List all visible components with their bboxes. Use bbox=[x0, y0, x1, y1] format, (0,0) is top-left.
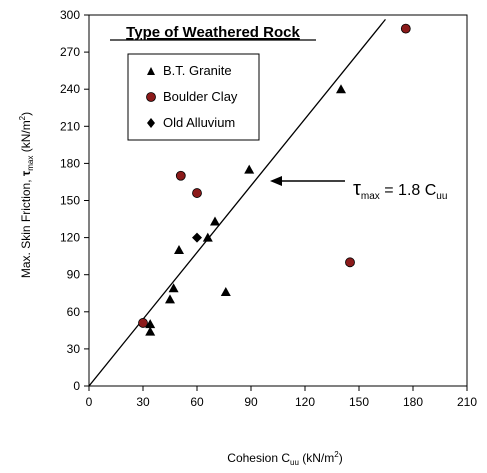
y-tick-label: 150 bbox=[60, 194, 80, 208]
y-axis-label-unit-sup: 2 bbox=[18, 115, 27, 120]
legend-diamond-icon bbox=[147, 118, 155, 128]
point-bt-granite bbox=[174, 244, 184, 254]
y-tick-label: 90 bbox=[67, 268, 81, 282]
x-tick-label: 30 bbox=[136, 395, 150, 409]
y-tick-label: 300 bbox=[60, 8, 80, 22]
point-boulder-clay bbox=[138, 318, 148, 328]
point-boulder-clay bbox=[175, 170, 186, 181]
point-boulder-clay bbox=[400, 23, 411, 34]
x-tick-label: 90 bbox=[244, 395, 258, 409]
point-old-alluvium bbox=[192, 232, 202, 243]
annotation-equation: = 1.8 C bbox=[380, 182, 436, 199]
point-boulder-clay bbox=[192, 188, 202, 198]
point-bt-granite bbox=[336, 84, 346, 94]
y-tick-label: 120 bbox=[60, 231, 80, 245]
y-axis-label-unit: (kN/m bbox=[19, 120, 33, 155]
x-tick-label: 0 bbox=[86, 395, 93, 409]
x-tick-label: 180 bbox=[403, 395, 423, 409]
point-bt-granite bbox=[220, 287, 231, 297]
y-tick-label: 0 bbox=[73, 379, 80, 393]
ticks: 0 30 60 90 120 150 180 210 0 30 60 90 120 150 180 210 24… bbox=[60, 8, 477, 409]
annotation-symbol: τ bbox=[353, 178, 361, 200]
point-bt-granite bbox=[202, 232, 213, 242]
x-axis-label-unit-end: ) bbox=[339, 451, 343, 465]
y-axis-label-symbol: τ bbox=[19, 170, 33, 176]
legend-triangle-icon bbox=[147, 67, 155, 75]
annotation-text: τmax = 1.8 Cuu bbox=[353, 178, 447, 202]
fit-line-group bbox=[88, 18, 386, 387]
y-axis-label-main: Max. Skin Friction, bbox=[19, 176, 33, 278]
x-axis-label-main: Cohesion C bbox=[227, 451, 290, 465]
x-axis-label-unit: (kN/m bbox=[299, 451, 334, 465]
legend-circle-icon bbox=[146, 92, 156, 102]
x-tick-label: 120 bbox=[295, 395, 315, 409]
y-axis-label: Max. Skin Friction, τmax (kN/m2) bbox=[18, 112, 35, 278]
y-tick-label: 240 bbox=[60, 82, 80, 96]
point-bt-granite bbox=[244, 164, 255, 174]
x-axis-label-unit-sup: 2 bbox=[334, 450, 339, 459]
legend: B.T. Granite Boulder Clay Old Alluvium bbox=[127, 53, 260, 141]
data-marks bbox=[138, 23, 411, 336]
y-tick-label: 30 bbox=[67, 342, 81, 356]
point-bt-granite bbox=[145, 319, 156, 329]
y-axis-label-sub: max bbox=[26, 156, 35, 171]
legend-label-bt-granite: B.T. Granite bbox=[163, 63, 232, 78]
point-bt-granite bbox=[210, 216, 220, 226]
fit-annotation: τmax = 1.8 Cuu bbox=[270, 176, 447, 202]
annotation-sub-uu: uu bbox=[436, 191, 447, 202]
y-tick-label: 210 bbox=[60, 119, 80, 133]
point-bt-granite bbox=[168, 283, 179, 293]
x-axis-label: Cohesion Cuu (kN/m2) bbox=[227, 450, 342, 467]
y-axis-label-unit-end: ) bbox=[19, 112, 33, 116]
legend-label-old-alluvium: Old Alluvium bbox=[163, 115, 235, 130]
point-bt-granite bbox=[165, 294, 175, 304]
point-bt-granite bbox=[145, 326, 156, 336]
annotation-sub-max: max bbox=[361, 191, 380, 202]
x-tick-label: 60 bbox=[190, 395, 204, 409]
legend-label-boulder-clay: Boulder Clay bbox=[163, 89, 238, 104]
chart-title: Type of Weathered Rock bbox=[126, 24, 300, 41]
y-tick-label: 180 bbox=[60, 156, 80, 170]
x-axis-label-sub: uu bbox=[290, 458, 299, 467]
x-tick-label: 150 bbox=[349, 395, 369, 409]
annotation-arrow-head-icon bbox=[270, 176, 282, 186]
point-boulder-clay bbox=[345, 257, 355, 268]
y-tick-label: 270 bbox=[60, 45, 80, 59]
x-tick-label: 210 bbox=[457, 395, 477, 409]
fit-line bbox=[88, 18, 386, 387]
y-tick-label: 60 bbox=[67, 305, 81, 319]
